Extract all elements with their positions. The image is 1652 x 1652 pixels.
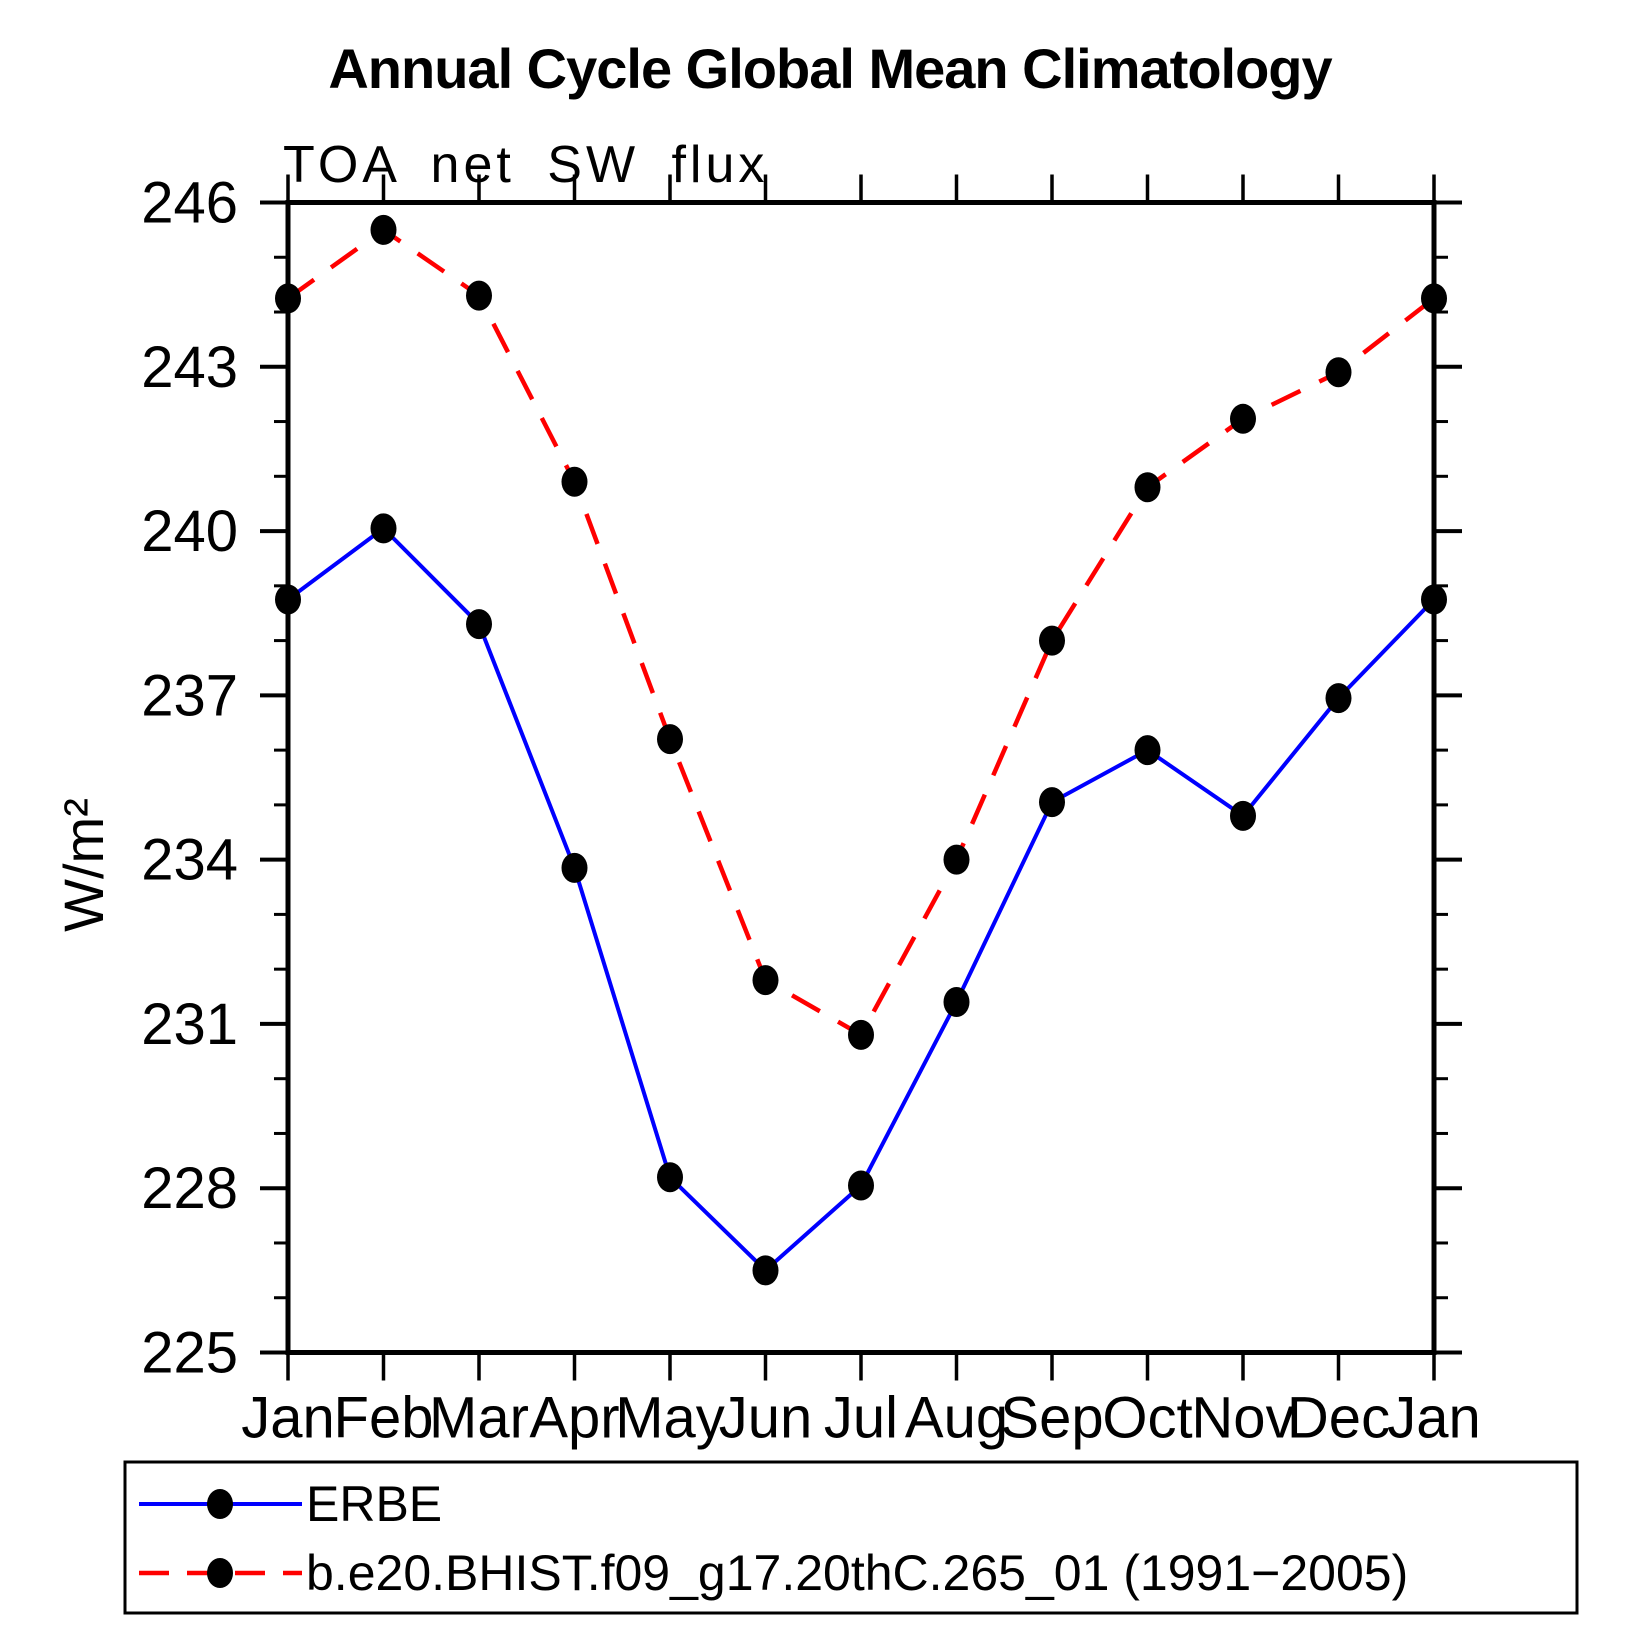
x-tick-label: Jun (719, 1386, 813, 1451)
legend-marker-erbe (207, 1489, 233, 1519)
x-tick-label: Oct (1102, 1386, 1192, 1451)
data-point-marker (1230, 800, 1256, 831)
x-tick-label: Mar (429, 1386, 529, 1451)
x-tick-label: Jul (824, 1386, 898, 1451)
data-point-marker (370, 214, 397, 245)
y-tick-label: 228 (141, 1156, 238, 1221)
legend-label-model: b.e20.BHIST.f09_g17.20thC.265_01 (1991−2… (306, 1545, 1408, 1601)
legend-item-erbe: ERBE (139, 1476, 442, 1532)
data-point-marker (370, 513, 397, 544)
data-point-marker (1325, 683, 1352, 714)
data-point-marker (561, 852, 588, 883)
data-point-marker (943, 844, 970, 875)
data-point-marker (1039, 625, 1065, 656)
data-point-marker (943, 987, 970, 1018)
y-tick-label: 231 (141, 992, 238, 1057)
legend-label-erbe: ERBE (306, 1476, 442, 1532)
data-point-marker (1134, 472, 1161, 503)
y-tick-label: 234 (141, 828, 238, 893)
data-point-marker (752, 1255, 779, 1286)
x-tick-label: Feb (334, 1386, 434, 1451)
x-tick-label: Jan (1387, 1386, 1481, 1451)
data-point-marker (1039, 787, 1065, 818)
chart-subtitle: TOA net SW flux (283, 136, 768, 194)
x-tick-label: Sep (1000, 1386, 1103, 1451)
data-point-marker (561, 466, 588, 497)
y-tick-label: 237 (141, 663, 238, 728)
series (275, 214, 1447, 1286)
x-tick-label: Apr (529, 1386, 619, 1451)
y-tick-label: 225 (141, 1321, 238, 1386)
data-point-marker (657, 724, 683, 755)
data-point-marker (752, 965, 779, 996)
x-tick-label: May (615, 1386, 725, 1451)
data-point-marker (275, 283, 301, 314)
data-point-marker (1230, 403, 1256, 434)
data-point-marker (848, 1019, 874, 1050)
data-point-marker (1421, 584, 1447, 615)
erbe-line (286, 525, 1436, 1274)
legend: ERBE b.e20.BHIST.f09_g17.20thC.265_01 (1… (123, 1460, 1579, 1615)
data-point-marker (1134, 735, 1161, 766)
data-point-marker (466, 280, 492, 311)
model-line (286, 227, 1436, 1038)
data-point-marker (1325, 357, 1352, 388)
data-point-marker (848, 1170, 874, 1201)
data-point-marker (466, 609, 492, 640)
x-tick-label: Dec (1287, 1386, 1390, 1451)
y-axis-label: W/m² (52, 798, 115, 932)
data-point-marker (275, 584, 301, 615)
legend-item-model: b.e20.BHIST.f09_g17.20thC.265_01 (1991−2… (139, 1545, 1408, 1601)
y-tick-label: 240 (141, 499, 238, 564)
chart-title: Annual Cycle Global Mean Climatology (328, 37, 1332, 100)
y-tick-label: 243 (141, 335, 238, 400)
x-tick-label: Jan (241, 1386, 335, 1451)
data-point-marker (1421, 283, 1447, 314)
data-point-marker (657, 1162, 683, 1193)
y-tick-label: 246 (141, 171, 238, 236)
legend-marker-model (207, 1558, 233, 1588)
legend-box (123, 1460, 1579, 1615)
x-tick-label: Nov (1191, 1386, 1294, 1451)
x-tick-label: Aug (905, 1386, 1008, 1451)
